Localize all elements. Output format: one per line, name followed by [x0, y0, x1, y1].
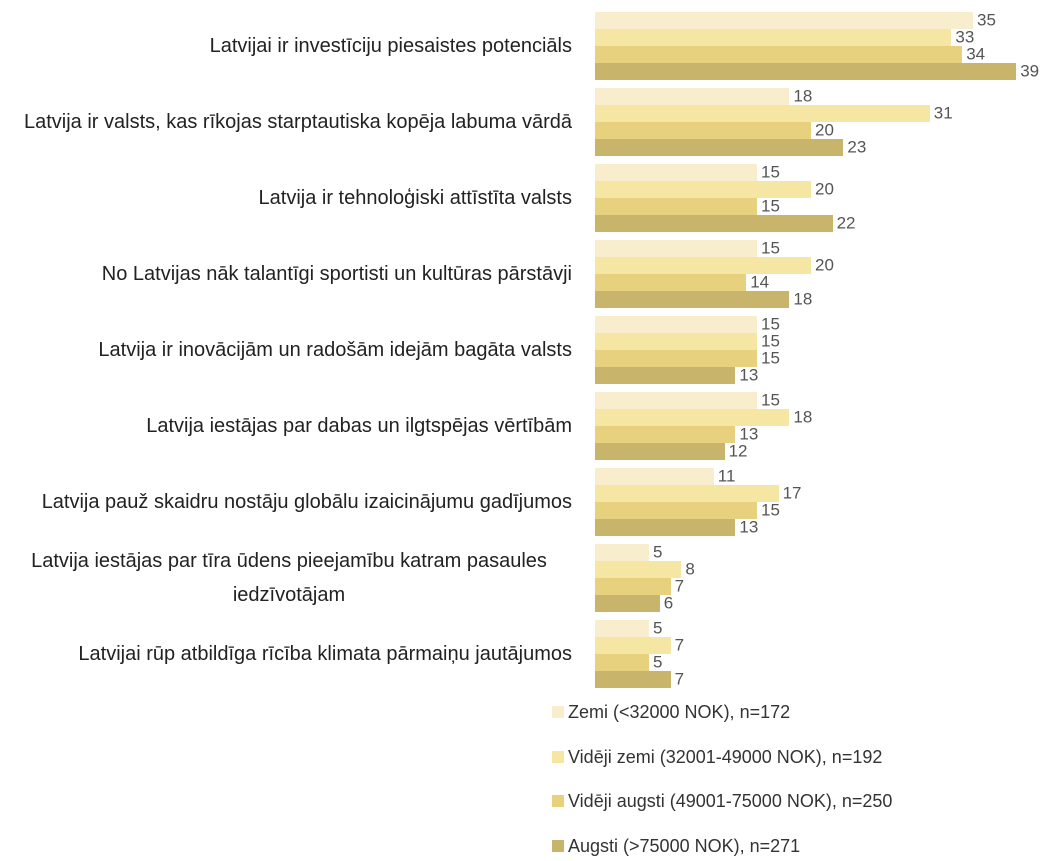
- value-label: 6: [663, 593, 674, 612]
- value-label: 5: [653, 618, 663, 637]
- bar: [595, 350, 757, 367]
- category-label-box: Latvija pauž skaidru nostāju globālu iza…: [0, 485, 572, 519]
- bar: [595, 122, 811, 139]
- value-label: 15: [761, 331, 780, 350]
- category-label-box: Latvijai ir investīciju piesaistes poten…: [0, 29, 572, 63]
- value-label: 5: [653, 542, 663, 561]
- value-label: 13: [739, 365, 759, 384]
- value-label: 23: [847, 137, 867, 156]
- value-label: 15: [761, 348, 780, 367]
- value-label: 18: [793, 86, 813, 105]
- bar: [595, 240, 757, 257]
- bar: [595, 333, 757, 350]
- bar: [595, 426, 736, 443]
- category-label-box: Latvija iestājas par tīra ūdens pieejamī…: [0, 544, 572, 612]
- category-label: Latvijai rūp atbildīga rīcība klimata pā…: [78, 643, 572, 665]
- value-label: 15: [761, 390, 780, 409]
- bar: [595, 502, 757, 519]
- value-label: 39: [1020, 61, 1040, 80]
- category-label: Latvija ir inovācijām un radošām idejām …: [98, 339, 572, 361]
- bar: [595, 620, 649, 637]
- bar: [595, 198, 757, 215]
- legend-swatch: [552, 839, 564, 852]
- bar: [595, 578, 671, 595]
- value-label: 18: [793, 407, 813, 426]
- category-label: No Latvijas nāk talantīgi sportisti un k…: [101, 263, 572, 285]
- legend-swatch: [552, 795, 564, 807]
- value-label: 7: [674, 669, 685, 688]
- bar: [595, 291, 790, 308]
- legend-label: Zemi (<32000 NOK), n=172: [568, 702, 791, 722]
- category-label: Latvijai ir investīciju piesaistes poten…: [209, 35, 572, 57]
- bar: [595, 12, 973, 29]
- bar: [595, 392, 757, 409]
- bar: [595, 274, 747, 291]
- value-label: 15: [761, 238, 780, 257]
- bar: [595, 654, 649, 671]
- category-label: Latvija iestājas par tīra ūdens pieejamī…: [31, 550, 547, 606]
- bar: [595, 139, 844, 156]
- value-label: 20: [815, 255, 834, 274]
- value-label: 8: [685, 559, 695, 578]
- category-label-box: Latvija ir valsts, kas rīkojas starptaut…: [0, 105, 572, 139]
- bar: [595, 443, 725, 460]
- bar: [595, 63, 1017, 80]
- value-label: 11: [717, 466, 736, 485]
- value-label: 15: [761, 162, 780, 181]
- value-label: 35: [977, 10, 996, 29]
- bar: [595, 468, 714, 485]
- bar: [595, 409, 790, 426]
- category-label-box: Latvija iestājas par dabas un ilgtspējas…: [0, 409, 572, 443]
- category-label: Latvija ir valsts, kas rīkojas starptaut…: [23, 111, 572, 133]
- legend-swatch: [552, 706, 564, 718]
- bar: [595, 485, 779, 502]
- category-label-box: Latvijai rūp atbildīga rīcība klimata pā…: [0, 637, 572, 671]
- value-label: 15: [761, 500, 780, 519]
- value-label: 20: [815, 120, 834, 139]
- category-label-box: Latvija ir tehnoloģiski attīstīta valsts: [0, 181, 572, 215]
- bar: [595, 367, 736, 384]
- value-label: 18: [793, 289, 813, 308]
- value-label: 12: [728, 441, 748, 460]
- value-label: 13: [739, 517, 759, 536]
- value-label: 7: [674, 576, 685, 595]
- bar: [595, 215, 833, 232]
- value-label: 13: [739, 424, 759, 443]
- bar: [595, 561, 682, 578]
- value-label: 33: [955, 27, 975, 46]
- value-label: 34: [966, 44, 986, 63]
- bar: [595, 544, 649, 561]
- legend-label: Vidēji augsti (49001-75000 NOK), n=250: [568, 791, 893, 811]
- bar: [595, 164, 757, 181]
- bar: [595, 316, 757, 333]
- legend-label: Augsti (>75000 NOK), n=271: [568, 835, 801, 856]
- value-label: 15: [761, 196, 780, 215]
- bar: [595, 519, 736, 536]
- legend-label: Vidēji zemi (32001-49000 NOK), n=192: [568, 746, 883, 767]
- bar: [595, 257, 811, 274]
- value-label: 31: [933, 103, 953, 122]
- bar: [595, 46, 963, 63]
- value-label: 7: [674, 635, 685, 654]
- bar: [595, 595, 660, 612]
- value-label: 15: [761, 314, 780, 333]
- bar: [595, 671, 671, 688]
- value-label: 20: [815, 179, 834, 198]
- value-label: 14: [750, 272, 770, 291]
- bar: [595, 637, 671, 654]
- bar: [595, 88, 790, 105]
- value-label: 5: [653, 652, 663, 671]
- bar: [595, 29, 952, 46]
- category-label: Latvija ir tehnoloģiski attīstīta valsts: [258, 187, 572, 209]
- category-label: Latvija pauž skaidru nostāju globālu iza…: [41, 491, 572, 513]
- category-label-box: No Latvijas nāk talantīgi sportisti un k…: [0, 257, 572, 291]
- bar: [595, 105, 930, 122]
- value-label: 17: [782, 483, 802, 502]
- category-label: Latvija iestājas par dabas un ilgtspējas…: [146, 415, 572, 437]
- value-label: 22: [836, 213, 856, 232]
- legend-swatch: [552, 750, 564, 763]
- bar: [595, 181, 811, 198]
- category-label-box: Latvija ir inovācijām un radošām idejām …: [0, 333, 572, 367]
